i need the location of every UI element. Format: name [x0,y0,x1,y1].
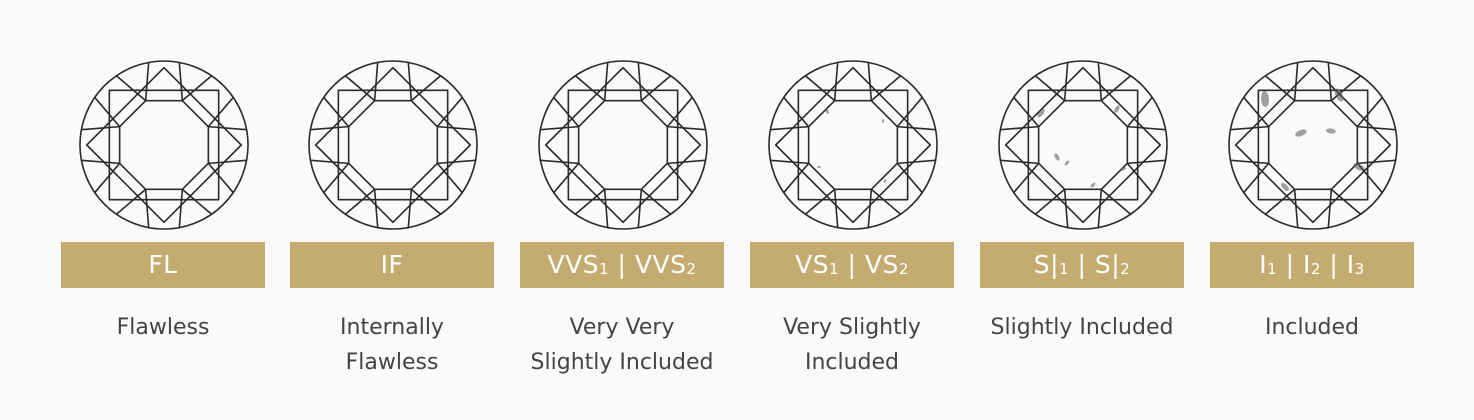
grade-code: VS [795,250,830,279]
grade-code: | I [1320,250,1355,279]
grade-code-sub: 2 [1310,260,1321,278]
inclusion [1334,88,1344,102]
description-line: Flawless [116,315,210,340]
grade-code-sub: 1 [829,260,840,278]
inclusion [1260,91,1270,107]
inclusion [1064,160,1070,166]
grade-description: Very Very Slightly Included [510,310,734,380]
description-line: Included [1264,315,1360,340]
grade-code: S| [1033,250,1060,279]
inclusion [817,165,821,169]
inclusion [1281,183,1289,191]
diamond-si-icon [997,59,1169,231]
grade-description: Included [1200,310,1424,345]
grade-vvs: VVS1 | VVS2 Very Very Slightly Included [520,0,724,420]
grade-band-if: IF [290,242,494,288]
diamond-i-icon [1227,59,1399,231]
grade-description: Internally Flawless [280,310,504,380]
grade-code: | S| [1069,250,1121,279]
diamond-outline [768,60,938,230]
inclusion [1120,167,1126,171]
description-line: Included [804,350,900,375]
inclusion [1353,163,1365,171]
diamond-outline [998,60,1168,230]
grade-code-sub: 1 [599,260,610,278]
inclusion [1114,105,1120,113]
inclusion [883,179,887,183]
diamond-if-icon [307,59,479,231]
grade-i: I1 | I2 | I3 Included [1210,0,1414,420]
grade-band-vs: VS1 | VS2 [750,242,954,288]
grade-code-sub: 1 [1059,260,1070,278]
grade-if: IF Internally Flawless [290,0,494,420]
diamond-outline [538,60,708,230]
grade-code: | VVS [609,250,687,279]
grade-code: VVS [547,250,600,279]
grade-band-si: S|1 | S|2 [980,242,1184,288]
diamond-outline [1228,60,1398,230]
grade-code-sub: 2 [686,260,697,278]
inclusion [1090,182,1096,188]
grade-code: I [1259,250,1268,279]
diamond-vvs-icon [537,59,709,231]
diamond-fl-icon [78,59,250,231]
inclusion [1037,108,1045,118]
grade-code-sub: 1 [1267,260,1278,278]
inclusion [1326,128,1336,134]
diamond-outline [79,60,249,230]
grade-code: | VS [839,250,899,279]
inclusion [825,108,829,114]
grade-code: IF [380,250,404,279]
grade-description: Flawless [51,310,275,345]
grade-band-i: I1 | I2 | I3 [1210,242,1414,288]
description-line: Slightly Included [990,315,1174,340]
description-line: Very Slightly [783,315,921,340]
grade-vs: VS1 | VS2 Very Slightly Included [750,0,954,420]
grade-fl: FL Flawless [61,0,265,420]
grade-code-sub: 2 [898,260,909,278]
inclusion [881,119,885,123]
description-line: Internally [340,315,444,340]
grade-description: Very Slightly Included [740,310,964,380]
grade-code: FL [148,250,178,279]
grade-code: | I [1277,250,1311,279]
grade-code-sub: 2 [1120,260,1131,278]
grade-si: S|1 | S|2 Slightly Included [980,0,1184,420]
inclusion [1054,153,1060,161]
diamond-outline [308,60,478,230]
grade-code-sub: 3 [1354,260,1365,278]
inclusion [1295,129,1307,137]
grade-band-vvs: VVS1 | VVS2 [520,242,724,288]
description-line: Very Very [569,315,675,340]
description-line: Slightly Included [530,350,714,375]
grade-description: Slightly Included [970,310,1194,345]
grade-band-fl: FL [61,242,265,288]
diamond-vs-icon [767,59,939,231]
description-line: Flawless [345,350,439,375]
